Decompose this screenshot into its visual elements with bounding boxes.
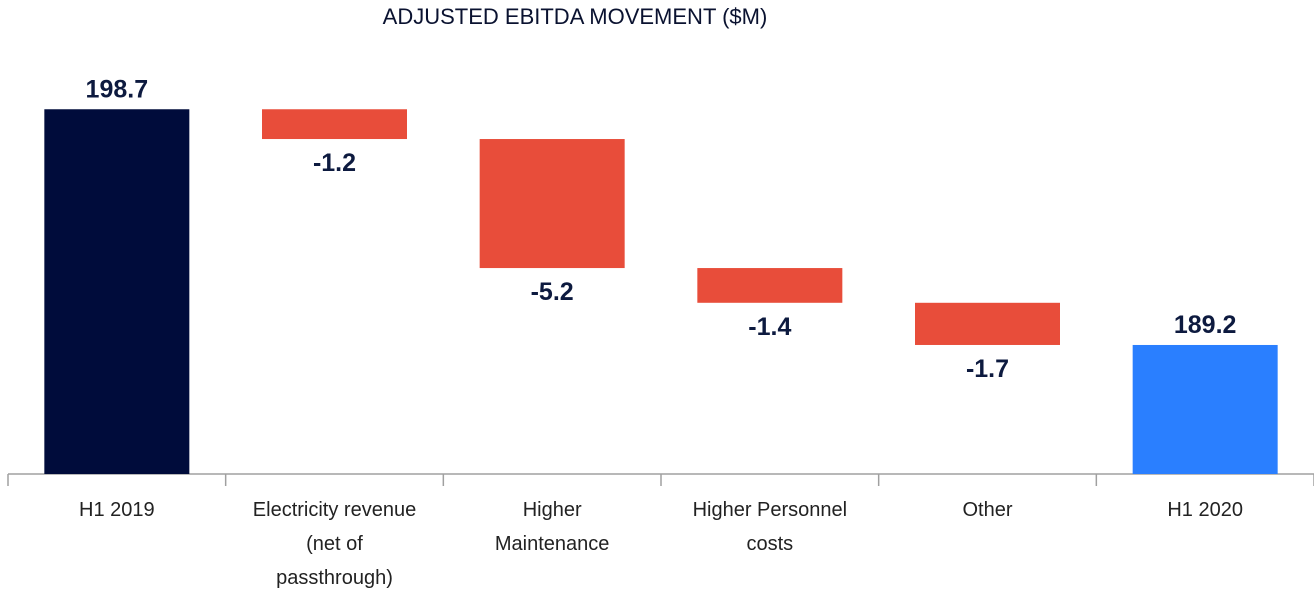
x-tick-label: Other: [962, 499, 1013, 521]
bar: [697, 268, 843, 303]
chart-title: ADJUSTED EBITDA MOVEMENT ($M): [382, 4, 768, 29]
bar: [479, 139, 625, 269]
value-label: -1.4: [748, 313, 791, 341]
value-label: 198.7: [86, 75, 149, 103]
value-label: -1.7: [966, 355, 1009, 383]
value-label: -5.2: [531, 278, 574, 306]
bar: [915, 302, 1060, 345]
bar: [1132, 344, 1278, 474]
x-tick-label: Electricity revenue (net of passthrough): [252, 499, 417, 589]
value-label: 189.2: [1174, 311, 1237, 339]
value-label: -1.2: [313, 149, 356, 177]
x-tick-label: H1 2019: [79, 499, 155, 521]
x-tick-label: H1 2020: [1167, 499, 1243, 521]
bar: [262, 109, 407, 140]
x-tick-label: Higher Maintenance: [494, 499, 610, 555]
x-tick-label: Higher Personnel costs: [692, 499, 848, 555]
bar: [44, 109, 190, 474]
